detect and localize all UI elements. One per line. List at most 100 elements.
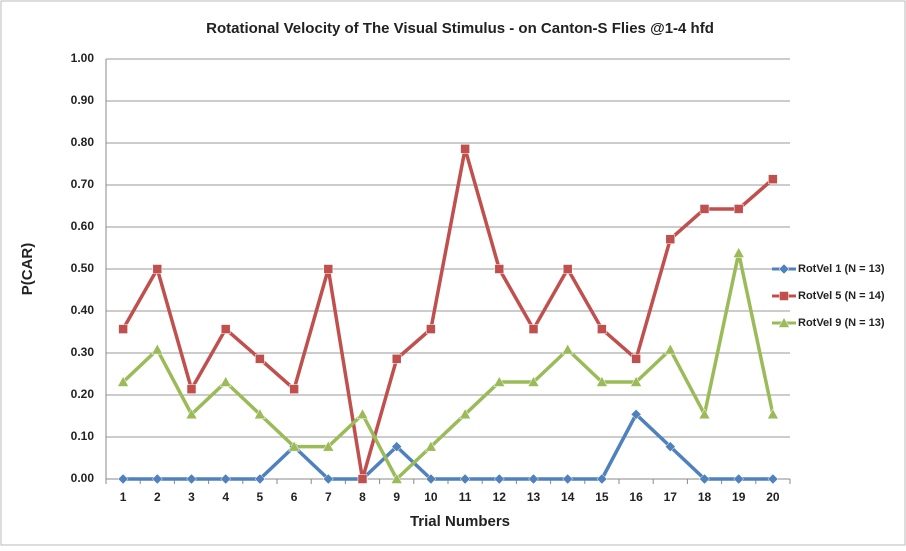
data-point [151, 473, 163, 485]
y-tick-label: 0.00 [71, 471, 95, 485]
data-point [357, 474, 368, 484]
data-point [562, 264, 573, 274]
data-point [254, 473, 266, 485]
x-tick-label: 16 [629, 490, 643, 504]
x-tick-label: 2 [154, 490, 161, 504]
data-point [733, 473, 745, 485]
data-point [426, 324, 436, 334]
legend-marker [778, 263, 790, 275]
data-point [289, 384, 299, 394]
data-point [561, 343, 574, 355]
data-point [220, 324, 231, 334]
data-point [597, 324, 607, 334]
data-point [562, 473, 574, 485]
x-tick-label: 9 [393, 490, 400, 504]
x-tick-label: 1 [120, 490, 127, 504]
data-point [288, 440, 301, 452]
data-point [151, 343, 164, 355]
x-axis-label: Trial Numbers [410, 513, 510, 530]
data-point [664, 343, 677, 355]
x-tick-label: 13 [527, 490, 541, 504]
chart-title: Rotational Velocity of The Visual Stimul… [206, 20, 714, 37]
data-point [185, 408, 198, 420]
data-point [733, 204, 744, 214]
data-point [459, 408, 472, 420]
series-line [121, 147, 775, 481]
data-point [664, 441, 676, 453]
data-point [766, 408, 779, 420]
y-tick-label: 0.90 [71, 93, 95, 107]
data-point [117, 473, 129, 485]
legend-label: RotVel 5 (N = 14) [798, 290, 885, 302]
data-point [425, 473, 437, 485]
legend-label: RotVel 1 (N = 13) [798, 263, 885, 275]
x-tick-label: 18 [698, 490, 712, 504]
data-point [459, 473, 471, 485]
data-point [631, 354, 641, 364]
data-point [322, 440, 335, 452]
data-point [732, 247, 745, 258]
x-tick-label: 3 [188, 490, 195, 504]
y-tick-label: 0.50 [71, 261, 95, 275]
data-point [460, 144, 470, 154]
data-point [528, 324, 539, 334]
data-point [630, 375, 643, 387]
data-point [698, 408, 711, 420]
x-tick-label: 4 [222, 490, 229, 504]
data-point [323, 264, 334, 274]
data-point [118, 324, 128, 334]
y-tick-label: 1.00 [71, 51, 95, 65]
data-point [630, 408, 642, 420]
x-tick-label: 17 [664, 490, 678, 504]
y-tick-label: 0.20 [71, 387, 95, 401]
data-point [665, 234, 676, 244]
y-tick-label: 0.80 [71, 135, 95, 149]
y-tick-label: 0.30 [71, 345, 95, 359]
x-tick-label: 15 [595, 490, 609, 504]
x-tick-label: 19 [732, 490, 746, 504]
legend-marker [778, 316, 790, 328]
series-line [123, 412, 773, 481]
data-point [322, 473, 334, 485]
y-tick-label: 0.70 [71, 177, 95, 191]
data-point [527, 375, 540, 387]
data-point [699, 204, 710, 214]
legend-marker [779, 291, 789, 301]
data-point [391, 354, 402, 364]
data-point [186, 384, 197, 394]
data-point [528, 473, 539, 485]
data-point [767, 473, 779, 485]
data-point [391, 441, 403, 453]
x-tick-label: 6 [291, 490, 298, 504]
data-point [356, 408, 369, 420]
data-point [768, 174, 778, 184]
x-tick-label: 5 [257, 490, 264, 504]
data-point [117, 375, 130, 387]
y-tick-label: 0.60 [71, 219, 95, 233]
data-point [152, 264, 163, 274]
y-tick-label: 0.10 [71, 429, 95, 443]
data-point [493, 473, 505, 485]
x-tick-label: 14 [561, 490, 575, 504]
data-point [699, 473, 710, 485]
data-point [390, 472, 403, 484]
x-tick-label: 7 [325, 490, 332, 504]
x-tick-label: 20 [766, 490, 780, 504]
y-tick-label: 0.40 [71, 303, 95, 317]
series-line [121, 251, 775, 481]
data-point [493, 375, 506, 387]
x-tick-label: 12 [493, 490, 507, 504]
data-point [424, 440, 437, 452]
x-tick-label: 11 [459, 490, 472, 504]
x-tick-label: 10 [424, 490, 438, 504]
data-point [186, 473, 197, 485]
data-point [220, 473, 232, 485]
data-point [255, 354, 265, 364]
data-point [219, 375, 232, 387]
data-point [595, 375, 608, 387]
x-tick-label: 8 [359, 490, 366, 504]
legend-label: RotVel 9 (N = 13) [798, 317, 885, 329]
data-point [494, 264, 505, 274]
